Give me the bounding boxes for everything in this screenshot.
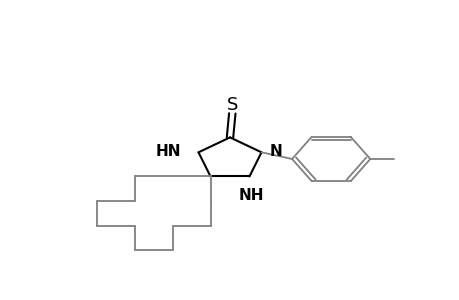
Text: NH: NH	[239, 188, 264, 203]
Text: N: N	[269, 144, 282, 159]
Text: HN: HN	[155, 144, 181, 159]
Text: S: S	[226, 96, 237, 114]
